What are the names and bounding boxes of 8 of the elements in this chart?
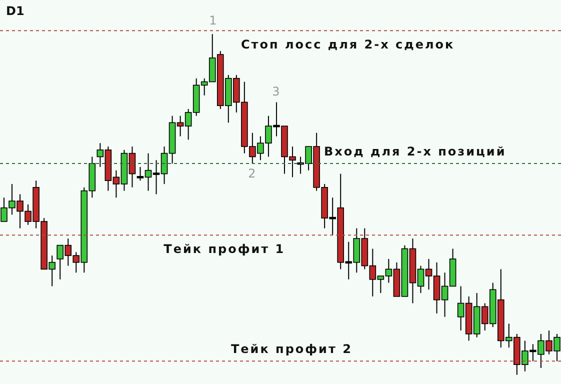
ref-line-label: Тейк профит 1 xyxy=(164,242,286,256)
annotation: 2 xyxy=(248,166,256,180)
ref-line-label: Вход для 2-х позиций xyxy=(324,144,506,159)
annotation: 3 xyxy=(272,84,280,98)
ref-line-label: Тейк профит 2 xyxy=(230,342,352,356)
ref-line-label: Стоп лосс для 2-х сделок xyxy=(240,38,455,52)
text: 1 xyxy=(209,13,217,28)
chart-title: D1 xyxy=(6,4,24,18)
